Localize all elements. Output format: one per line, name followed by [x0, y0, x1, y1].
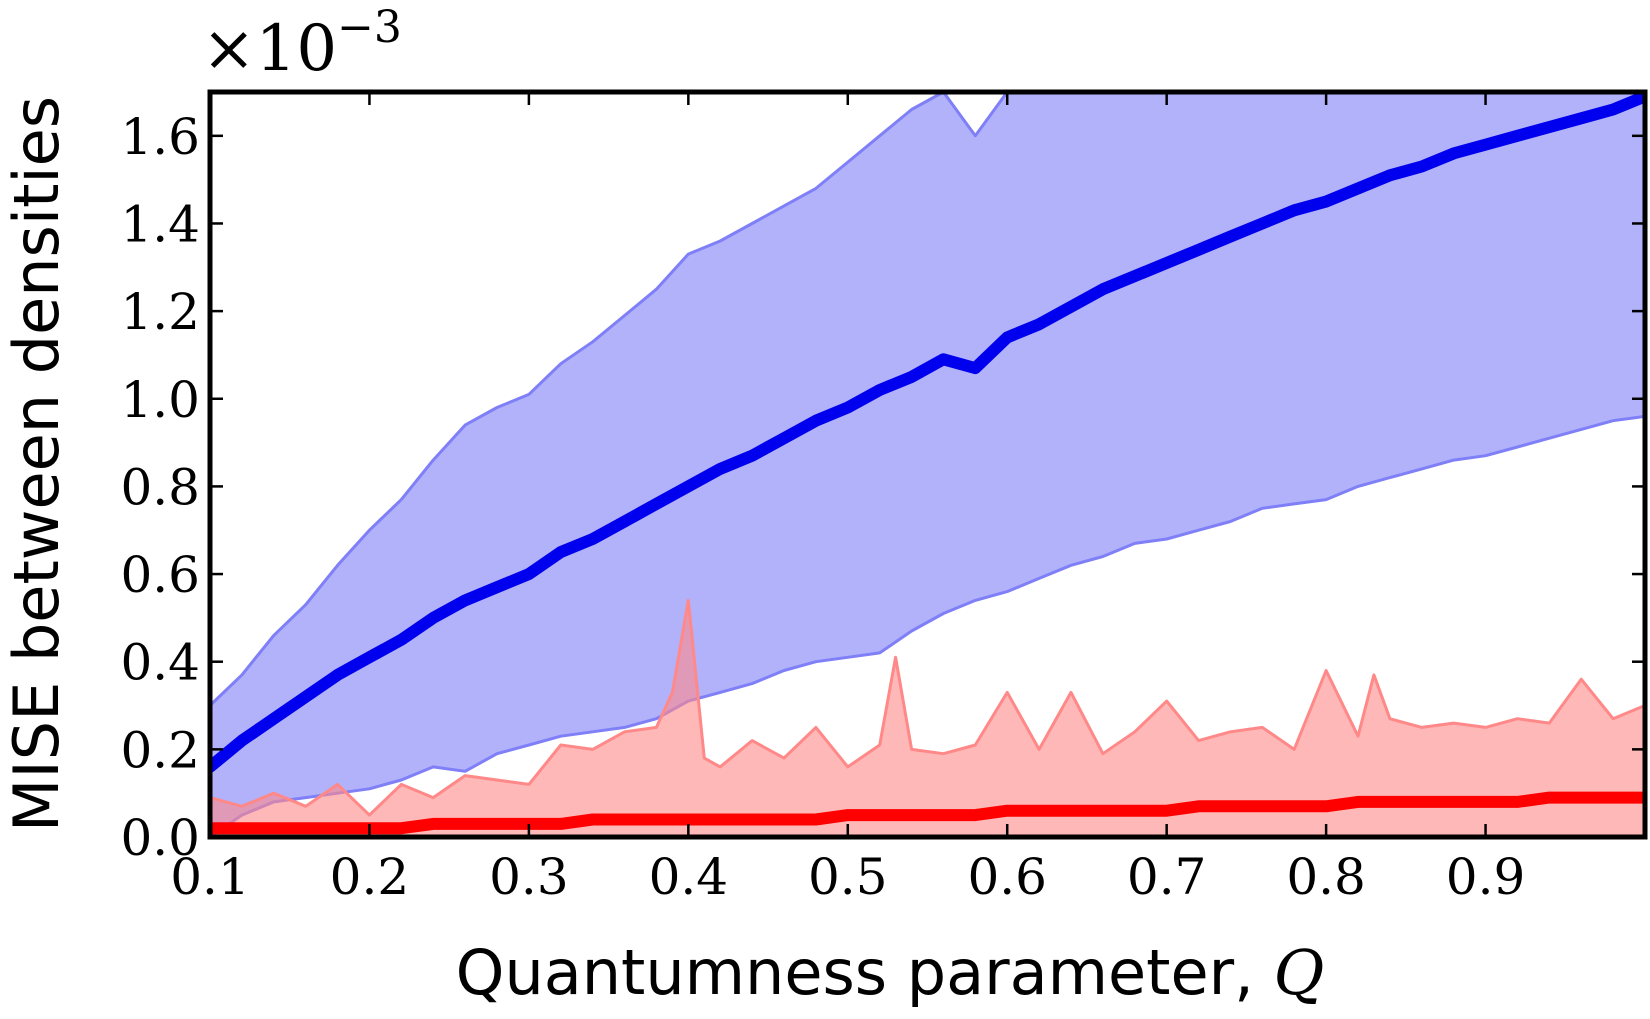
y-scale-exponent: −3: [337, 2, 402, 53]
y-tick-label: 0.4: [120, 634, 200, 692]
x-tick-label: 0.7: [1127, 848, 1207, 906]
x-tick-label: 0.8: [1286, 848, 1366, 906]
x-tick-label: 0.5: [808, 848, 888, 906]
x-tick-label: 0.1: [170, 848, 250, 906]
x-tick-label: 0.6: [967, 848, 1047, 906]
mean-lines: [210, 92, 1645, 835]
y-tick-label: 1.4: [120, 195, 200, 253]
y-tick-label: 1.2: [120, 283, 200, 341]
y-tick-label: 0.2: [120, 721, 200, 779]
y-tick-label: 0.8: [120, 458, 200, 516]
y-scale-factor: ×10−3: [202, 2, 402, 86]
y-tick-label: 1.6: [120, 108, 200, 166]
confidence-bands: [210, 92, 1645, 837]
x-tick-label: 0.9: [1446, 848, 1526, 906]
y-tick-label: 1.0: [120, 371, 200, 429]
x-tick-label: 0.4: [649, 848, 729, 906]
series-0-mean-line: [210, 92, 1645, 773]
x-tick-label: 0.3: [489, 848, 569, 906]
y-tick-label: 0.0: [120, 809, 200, 867]
series-1-band: [210, 598, 1645, 837]
x-axis-title: Quantumness parameter, Q: [456, 936, 1325, 1009]
x-tick-label: 0.2: [330, 848, 410, 906]
plot-frame: [207, 89, 1648, 840]
x-axis-title-text: Quantumness parameter,: [456, 936, 1274, 1009]
y-scale-base: ×10: [202, 12, 337, 86]
axis-ticks: [208, 92, 1645, 839]
y-tick-label: 0.6: [120, 546, 200, 604]
axis-tick-labels: 0.1 0.2 0.3 0.4 0.5 0.6 0.7 0.8 0.9 0.0 0.2 0.4 0.6 0…: [120, 108, 1525, 906]
y-axis-title: MISE between densities: [0, 96, 73, 832]
x-axis-symbol: Q: [1274, 936, 1325, 1009]
series-1-mean-line: [210, 791, 1645, 835]
